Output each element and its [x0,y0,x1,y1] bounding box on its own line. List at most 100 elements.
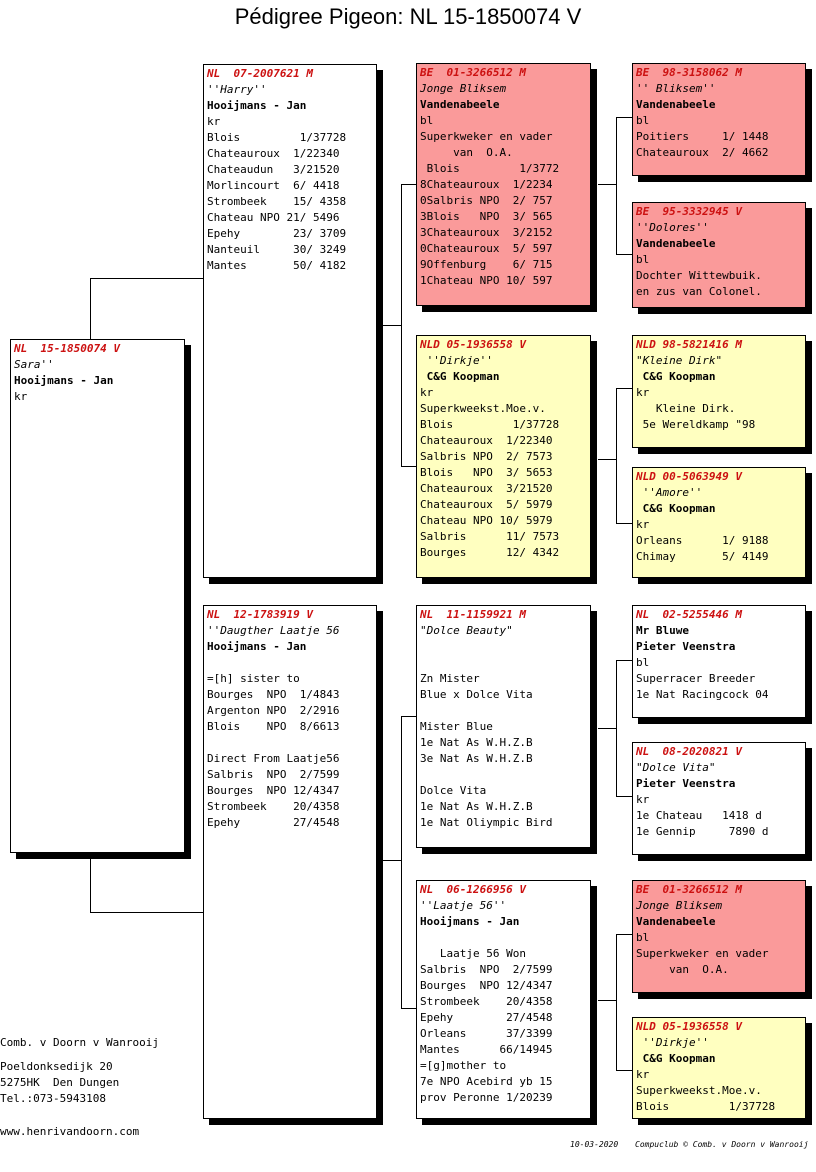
ring-number: BE 95-3332945 V [636,205,742,218]
pigeon-name: ''Dirkje'' [636,1036,709,1049]
pigeon-info-line: Chateauroux 1/22340 [207,147,340,160]
pigeon-info-line: Pieter Veenstra [636,777,736,790]
pigeon-info-line: van O.A. [636,963,729,976]
ring-number: NL 02-5255446 M [636,608,742,621]
pigeon-info-line: 1Chateau NPO 10/ 597 [420,274,553,287]
pigeon-info-line: Chateauroux 2/ 4662 [636,146,769,159]
pigeon-info-line: C&G Koopman [636,502,716,515]
pigeon-info-line: Mister Blue [420,720,493,733]
connector [401,184,417,185]
pigeon-info-line [420,703,587,719]
pigeon-info-line: Blois 1/3772 [420,162,560,175]
pigeon-info-line: 8Chateauroux 1/2234 [420,178,553,191]
pigeon-info-line: 0Chateauroux 5/ 597 [420,242,553,255]
pigeon-info-line: Superkweker en vader [420,130,553,143]
pigeon-card-dd-dam[interactable]: NLD 05-1936558 V ''Dirkje'' C&G Koopman k… [632,1017,806,1119]
connector [598,728,616,729]
pigeon-info-line: 3Blois NPO 3/ 565 [420,210,553,223]
connector [401,466,417,467]
pigeon-name: Mr Bluwe [636,624,689,637]
pigeon-info-line: C&G Koopman [636,1052,716,1065]
phone: Tel.:073-5943108 [0,1092,106,1105]
pigeon-info-line: =[h] sister to [207,672,300,685]
pigeon-info-line: Hooijmans - Jan [14,374,114,387]
pigeon-card-ss-sire[interactable]: BE 98-3158062 M '' Bliksem'' Vandenabeele b… [632,63,806,176]
pigeon-info-line: Hooijmans - Jan [207,99,307,112]
pigeon-card-sire[interactable]: NL 07-2007621 M ''Harry'' Hooijmans - Jan k… [203,64,377,578]
pigeon-info-line: Vandenabeele [420,98,500,111]
pigeon-info-line: kr [636,1068,650,1081]
pigeon-info-line: Dolce Vita [420,784,487,797]
pigeon-name: ''Amore'' [636,486,703,499]
pigeon-info-line: Bourges NPO 12/4347 [207,784,340,797]
pigeon-info-line: Salbris NPO 2/ 7573 [420,450,553,463]
pigeon-info-line [207,655,373,671]
pigeon-info-line: Kleine Dirk. [636,402,736,415]
connector [598,459,616,460]
pigeon-info-line: =[g]mother to [420,1059,507,1072]
pigeon-name: "Dolce Beauty" [420,624,513,637]
ring-number: BE 01-3266512 M [420,66,526,79]
pigeon-card-sire-dam[interactable]: NLD 05-1936558 V ''Dirkje'' C&G Koopman k… [416,335,591,578]
pigeon-card-sire-sire[interactable]: BE 01-3266512 M Jonge Bliksem Vandenabeele… [416,63,591,306]
pigeon-info-line: kr [14,390,28,403]
connector [616,934,617,1070]
pigeon-info-line: Salbris NPO 2/7599 [420,963,553,976]
pigeon-card-sd-dam[interactable]: NLD 00-5063949 V ''Amore'' C&G Koopman kr… [632,467,806,578]
pigeon-info-line: Superkweekst.Moe.v. [636,1084,762,1097]
connector [616,1070,632,1071]
print-date: 10-03-2020 [570,1140,619,1149]
pigeon-info-line: 7e NPO Acebird yb 15 [420,1075,553,1088]
pigeon-card-ss-dam[interactable]: BE 95-3332945 V ''Dolores'' Vandenabeele bl… [632,202,806,308]
connector [616,796,632,797]
connector [616,523,632,524]
pigeon-info-line: 1e Chateau 1418 d [636,809,762,822]
pigeon-card-dam-sire[interactable]: NL 11-1159921 M "Dolce Beauty" Zn Mister B… [416,605,591,848]
address-line-2: 5275HK Den Dungen [0,1076,120,1089]
ring-number: BE 98-3158062 M [636,66,742,79]
pigeon-card-dam-dam[interactable]: NL 06-1266956 V ''Laatje 56'' Hooijmans - … [416,880,591,1119]
pigeon-info-line: prov Peronne 1/20239 [420,1091,553,1104]
copyright-credit: Compuclub © Comb. v Doorn v Wanrooij [635,1140,809,1149]
pigeon-card-subject[interactable]: NL 15-1850074 V Sara'' Hooijmans - Jan kr [10,339,185,853]
pigeon-info-line: Poitiers 1/ 1448 [636,130,769,143]
pigeon-info-line: Blois 1/37728 [636,1100,776,1113]
ring-number: BE 01-3266512 M [636,883,742,896]
pigeon-info-line: Blois NPO 8/6613 [207,720,340,733]
pigeon-info-line: Hooijmans - Jan [420,915,520,928]
pigeon-card-ds-sire[interactable]: NL 02-5255446 M Mr Bluwe Pieter Veenstra bl… [632,605,806,718]
connector [401,184,402,466]
pigeon-info-line: kr [636,793,650,806]
pigeon-info-line: 1e Gennip 7890 d [636,825,769,838]
pigeon-name: "Dolce Vita" [636,761,716,774]
pigeon-name: ''Dolores'' [636,221,709,234]
pigeon-name: ''Laatje 56'' [420,899,507,912]
pigeon-info-line: Zn Mister [420,672,480,685]
pigeon-info-line: kr [636,386,650,399]
connector [616,254,632,255]
pigeon-info-line: 9Offenburg 6/ 715 [420,258,553,271]
pigeon-card-dd-sire[interactable]: BE 01-3266512 M Jonge Bliksem Vandenabeele… [632,880,806,993]
pigeon-card-dam[interactable]: NL 12-1783919 V ''Daugther Laatje 56 Hooij… [203,605,377,1119]
pigeon-info-line: Strombeek 20/4358 [420,995,553,1008]
website-link[interactable]: www.henrivandoorn.com [0,1125,140,1138]
pigeon-info-line: 3e Nat As W.H.Z.B [420,752,533,765]
pigeon-name: Jonge Bliksem [420,82,507,95]
pigeon-info-line: Superkweker en vader [636,947,769,960]
pigeon-info-line: Chateau NPO 10/ 5979 [420,514,553,527]
pigeon-info-line: Salbris NPO 2/7599 [207,768,340,781]
pigeon-name: Jonge Bliksem [636,899,723,912]
pigeon-info-line: Orleans 37/3399 [420,1027,553,1040]
pigeon-card-ds-dam[interactable]: NL 08-2020821 V "Dolce Vita" Pieter Veenst… [632,742,806,855]
page-title: Pédigree Pigeon: NL 15-1850074 V [234,4,582,29]
pigeon-info-line: Epehy 23/ 3709 [207,227,347,240]
connector [616,934,632,935]
ring-number: NLD 00-5063949 V [636,470,742,483]
pigeon-info-line: Dochter Wittewbuik. [636,269,762,282]
pigeon-card-sd-sire[interactable]: NLD 98-5821416 M "Kleine Dirk" C&G Koopma… [632,335,806,448]
pigeon-info-line: 3Chateauroux 3/2152 [420,226,553,239]
pigeon-info-line: Superkweekst.Moe.v. [420,402,546,415]
ring-number: NL 11-1159921 M [420,608,526,621]
pigeon-info-line: bl [636,253,650,266]
pigeon-info-line: Epehy 27/4548 [420,1011,553,1024]
